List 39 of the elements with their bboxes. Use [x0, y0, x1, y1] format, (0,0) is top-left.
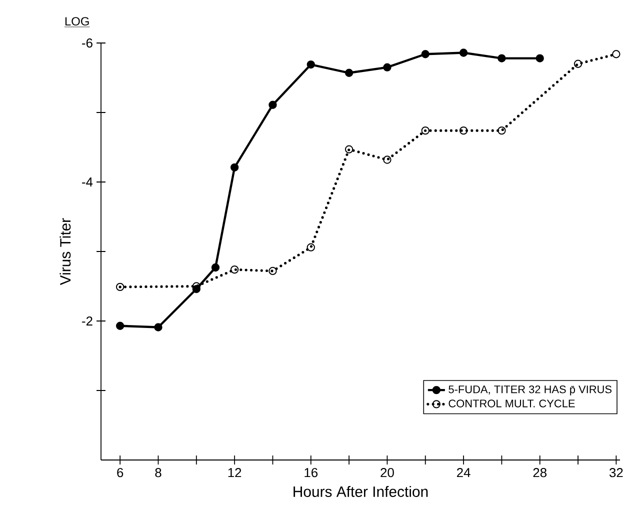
y-tick-label: -6: [82, 38, 92, 48]
point: [421, 126, 430, 135]
x-axis-title: Hours After Infection: [294, 486, 428, 497]
x-tick-label: 16: [304, 468, 318, 478]
point: [459, 48, 468, 57]
point: [344, 145, 354, 154]
point: [116, 322, 124, 330]
x-tick-label: 28: [533, 468, 547, 478]
point: [612, 50, 620, 58]
point: [211, 263, 220, 272]
point: [574, 60, 582, 68]
point: [230, 163, 239, 172]
point: [536, 54, 544, 62]
point: [344, 68, 354, 77]
point: [230, 265, 239, 274]
point: [498, 54, 506, 62]
y-tick-label: -2: [82, 316, 92, 326]
point: [383, 156, 392, 164]
x-tick-label: 12: [228, 468, 242, 478]
x-tick-label: 6: [117, 468, 124, 478]
point: [268, 266, 277, 276]
legend-label: 5-FUDA, TITER 32 HAS p̄ VIRUS: [448, 385, 612, 396]
legend-label: CONTROL MULT. CYCLE: [448, 400, 575, 408]
point: [154, 323, 162, 332]
y-tick-label: -4: [82, 178, 93, 186]
point: [498, 126, 506, 135]
point: [421, 50, 430, 58]
text: LOG: [65, 17, 89, 26]
y-axis-title: Virus Titer: [60, 218, 71, 286]
point: [459, 126, 468, 135]
point: [116, 282, 124, 292]
point: [268, 100, 277, 109]
x-tick-label: 32: [609, 468, 623, 478]
point: [306, 60, 315, 69]
x-tick-label: 24: [456, 468, 470, 478]
point: [383, 63, 392, 72]
point: [306, 243, 315, 252]
x-tick-label: 8: [155, 468, 162, 478]
x-tick-label: 20: [380, 468, 394, 478]
